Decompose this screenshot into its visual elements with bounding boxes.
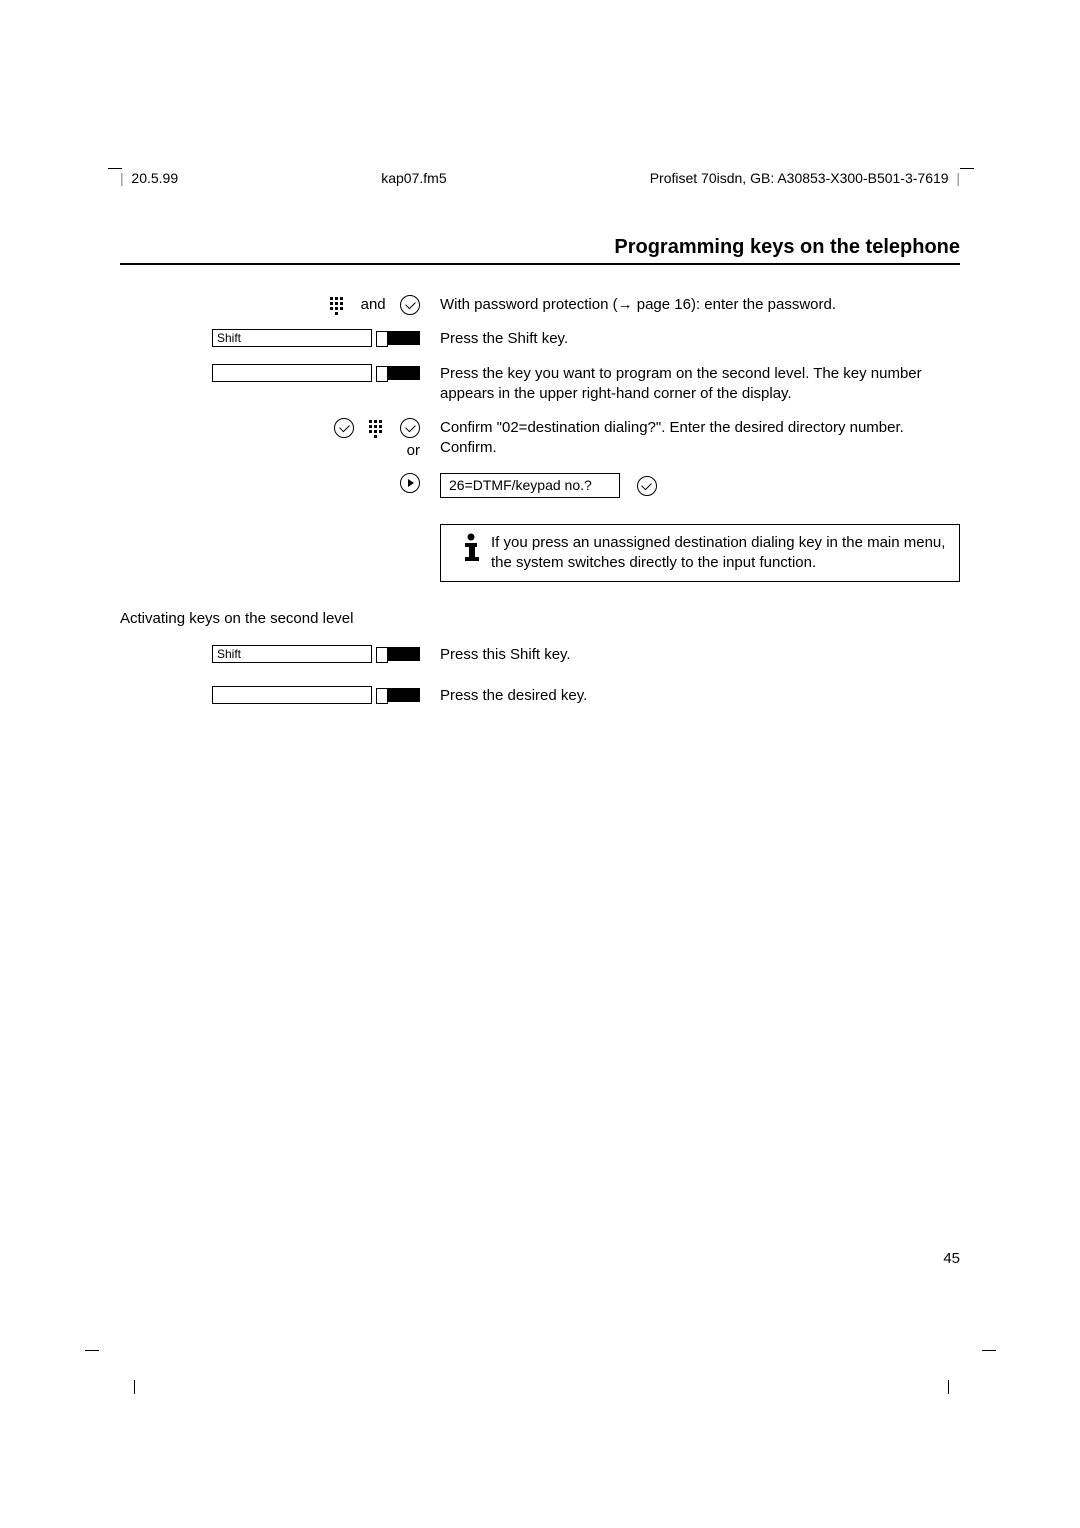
blank-key-label-2 — [212, 686, 372, 704]
right-arrow-icon — [400, 473, 420, 493]
crop-mark — [108, 168, 122, 169]
header-docref: Profiset 70isdn, GB: A30853-X300-B501-3-… — [650, 170, 960, 186]
sub-heading: Activating keys on the second level — [120, 610, 960, 627]
check-icon — [400, 418, 420, 438]
blank-key-label — [212, 364, 372, 382]
page-number: 45 — [943, 1250, 960, 1267]
keypad-icon — [330, 297, 346, 313]
crop-mark — [948, 1380, 949, 1394]
or-label: or — [407, 442, 420, 459]
left-password-icons: and — [330, 295, 420, 315]
info-icon — [451, 533, 491, 574]
key-button-icon — [376, 688, 420, 702]
shift-text: Press the Shift key. — [440, 329, 960, 349]
desired-key — [212, 686, 420, 704]
display-text: 26=DTMF/keypad no.? — [440, 473, 620, 498]
check-icon — [400, 295, 420, 315]
header-file: kap07.fm5 — [381, 170, 446, 186]
program-text: Press the key you want to program on the… — [440, 364, 960, 405]
shift-key-label-2: Shift — [212, 645, 372, 663]
note-box: If you press an unassigned destination d… — [440, 524, 960, 583]
shift-key: Shift — [212, 329, 420, 347]
page-header: | 20.5.99 kap07.fm5 Profiset 70isdn, GB:… — [120, 170, 960, 186]
and-label: and — [361, 296, 386, 313]
shift-key-label: Shift — [212, 329, 372, 347]
password-text: With password protection (→ page 16): en… — [440, 295, 960, 315]
crop-mark — [85, 1350, 99, 1351]
crop-mark — [134, 1380, 135, 1394]
key-button-icon — [376, 331, 420, 345]
check-icon — [637, 476, 657, 496]
page-content: | 20.5.99 kap07.fm5 Profiset 70isdn, GB:… — [120, 170, 960, 720]
confirm-text: Confirm "02=destination dialing?". Enter… — [440, 418, 960, 459]
program-key — [212, 364, 420, 382]
note-text: If you press an unassigned destination d… — [491, 533, 949, 574]
section-title: Programming keys on the telephone — [120, 236, 960, 265]
crop-mark — [960, 168, 974, 169]
keypad-icon — [369, 420, 385, 436]
confirm-icons — [334, 418, 420, 438]
check-icon — [334, 418, 354, 438]
header-date: | 20.5.99 — [120, 170, 178, 186]
display-row: 26=DTMF/keypad no.? — [440, 473, 960, 498]
shift-key-2: Shift — [212, 645, 420, 663]
activate-desired-text: Press the desired key. — [440, 686, 960, 706]
crop-mark — [982, 1350, 996, 1351]
key-button-icon — [376, 647, 420, 661]
activate-shift-text: Press this Shift key. — [440, 645, 960, 665]
key-button-icon — [376, 366, 420, 380]
